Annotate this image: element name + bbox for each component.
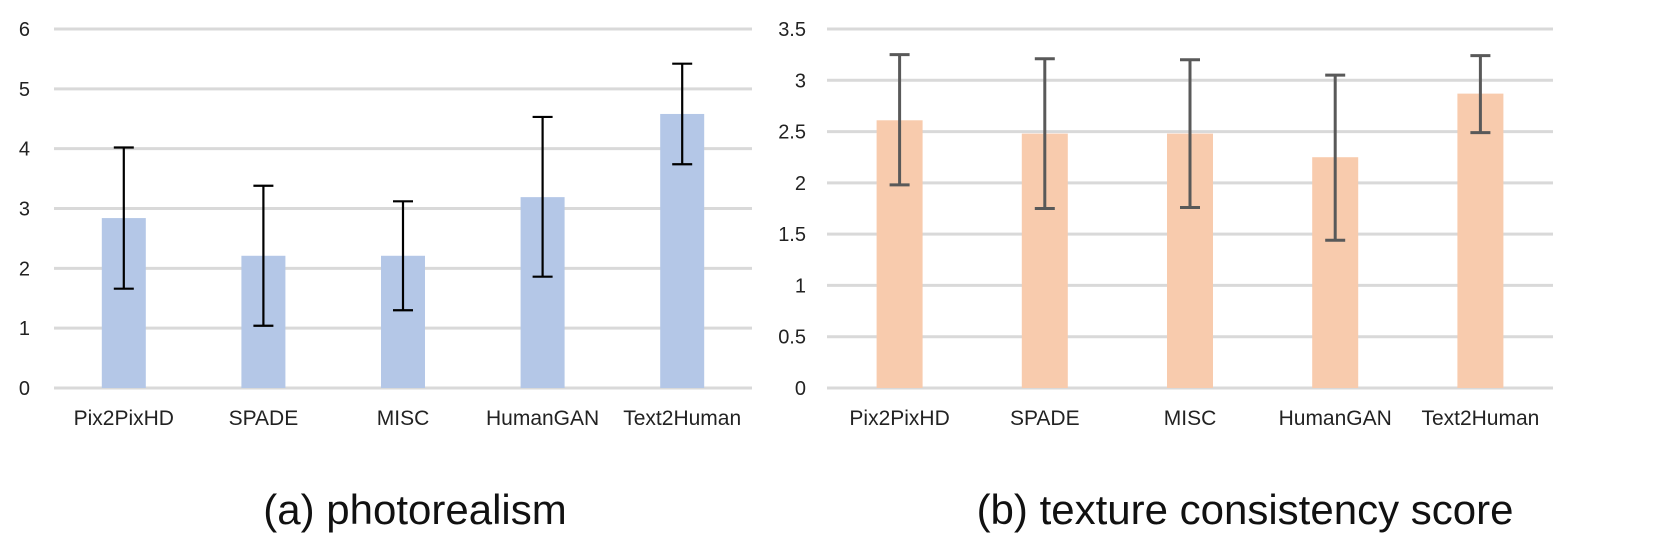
caption-b: (b) texture consistency score <box>977 486 1514 533</box>
category-label: Pix2PixHD <box>849 407 949 430</box>
chart-texture-consistency: 0 0.5 1 1.5 2 2.5 3 3.5 Pix2PixHD SPADE MISC HumanG… <box>778 19 1553 430</box>
y-tick-label: 3 <box>795 70 806 92</box>
y-tick-label: 2 <box>795 173 806 195</box>
category-label: Text2Human <box>1421 407 1539 430</box>
y-tick-label: 2 <box>19 258 30 280</box>
y-tick-label: 0.5 <box>778 327 806 349</box>
category-label: Text2Human <box>623 407 741 430</box>
y-tick-label: 1.5 <box>778 224 806 246</box>
error-bar <box>1470 54 1491 135</box>
category-label: Pix2PixHD <box>74 407 174 430</box>
error-bar <box>113 146 134 290</box>
y-tick-label: 1 <box>19 318 30 340</box>
bar <box>1457 93 1504 389</box>
error-bar <box>253 184 274 327</box>
error-bar <box>672 62 693 166</box>
error-bar <box>1325 73 1346 242</box>
category-label: MISC <box>377 407 430 430</box>
error-bar <box>532 115 553 278</box>
caption-a: (a) photorealism <box>263 486 566 533</box>
error-bar <box>1034 57 1055 210</box>
y-tick-label: 1 <box>795 275 806 297</box>
category-label: SPADE <box>1010 407 1080 430</box>
y-tick-label: 6 <box>19 19 30 41</box>
chart-photorealism: 0 1 2 3 4 5 6 Pix2PixHD SPADE MISC HumanGAN Text2Hu… <box>19 19 752 430</box>
category-label: HumanGAN <box>1279 407 1392 430</box>
y-tick-label: 5 <box>19 79 30 101</box>
y-tick-label: 0 <box>795 378 806 400</box>
y-tick-label: 4 <box>19 139 30 161</box>
category-label: HumanGAN <box>486 407 599 430</box>
error-bar <box>889 53 910 187</box>
y-tick-label: 0 <box>19 378 30 400</box>
error-bar <box>1180 58 1200 209</box>
error-bar <box>393 200 413 312</box>
category-label: SPADE <box>229 407 299 430</box>
y-tick-label: 3.5 <box>778 19 806 41</box>
y-tick-label: 2.5 <box>778 122 806 144</box>
y-tick-label: 3 <box>19 199 30 221</box>
category-label: MISC <box>1164 407 1217 430</box>
